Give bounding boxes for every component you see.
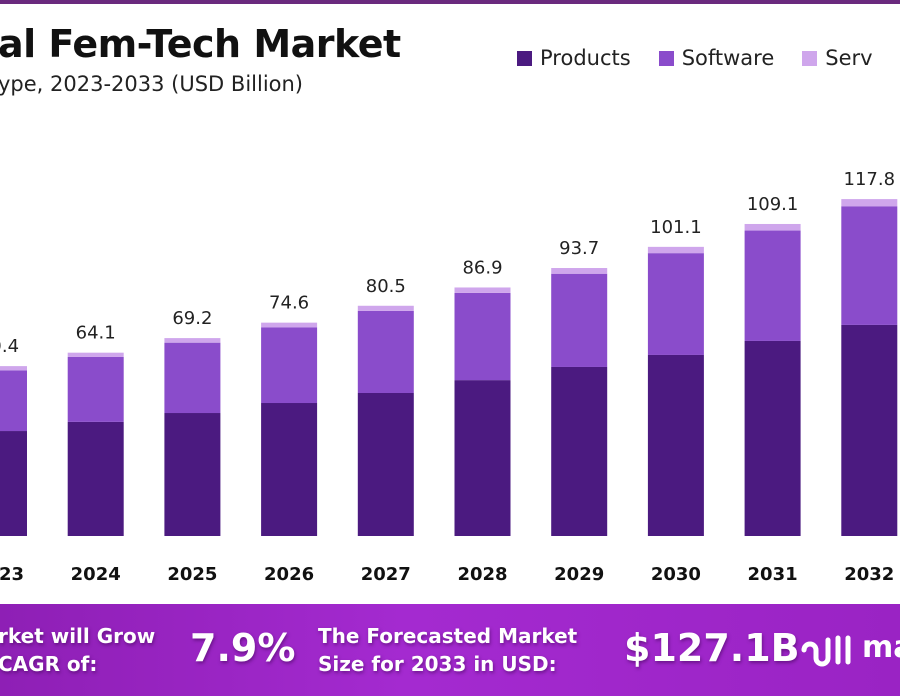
cagr-label-line2: CAGR of: (0, 652, 98, 676)
bar-serv-2028 (454, 287, 511, 293)
forecast-label-line2: Size for 2033 in USD: (318, 652, 557, 676)
bar-products-2031 (744, 340, 801, 536)
total-label-2027: 80.5 (366, 276, 406, 297)
total-label-2024: 64.1 (76, 323, 116, 344)
bar-software-2025 (164, 342, 221, 414)
total-label-2025: 69.2 (172, 308, 212, 329)
x-tick-2025: 2025 (167, 564, 217, 585)
bar-products-2023 (0, 431, 27, 536)
total-label-2032: 117.8 (844, 169, 896, 190)
bar-software-2026 (261, 327, 318, 404)
legend: Products Software Serv (517, 46, 900, 70)
legend-label: Software (681, 46, 775, 70)
forecast-label-line1: The Forecasted Market (318, 624, 578, 648)
bar-products-2025 (164, 413, 221, 536)
bar-serv-2025 (164, 338, 221, 343)
cagr-label: rket will Grow CAGR of: (0, 622, 155, 678)
total-label-2029: 93.7 (559, 238, 599, 259)
bar-chart: 59.4 2023 64.1 2024 69.2 2025 74.6 2026 80.5 2027… (0, 169, 898, 585)
bar-serv-2030 (647, 246, 704, 254)
legend-software: Software (658, 46, 775, 70)
cagr-value: 7.9% (190, 626, 296, 670)
legend-label: Products (540, 46, 631, 70)
bar-serv-2032 (841, 199, 898, 207)
bar-serv-2024 (67, 352, 124, 357)
total-label-2026: 74.6 (269, 293, 309, 314)
bar-software-2028 (454, 292, 511, 381)
chart-title: al Fem-Tech Market (0, 22, 401, 66)
x-tick-2028: 2028 (457, 564, 507, 585)
brand-logo-icon (801, 635, 851, 667)
legend-products: Products (517, 46, 631, 70)
bar-products-2028 (454, 380, 511, 536)
summary-banner: rket will Grow CAGR of: 7.9% The Forecast… (0, 604, 900, 696)
legend-swatch (517, 50, 532, 66)
bar-products-2032 (841, 324, 898, 536)
legend-services: Serv (802, 46, 873, 70)
forecast-label: The Forecasted Market Size for 2033 in US… (318, 622, 577, 678)
x-tick-2027: 2027 (361, 564, 411, 585)
cagr-label-line1: rket will Grow (0, 624, 156, 648)
total-label-2030: 101.1 (650, 217, 702, 238)
bar-serv-2029 (551, 268, 608, 274)
legend-label: Serv (825, 46, 873, 70)
bar-software-2030 (647, 253, 704, 355)
total-label-2031: 109.1 (747, 194, 799, 215)
bar-software-2029 (551, 273, 608, 367)
x-tick-2024: 2024 (71, 564, 121, 585)
bar-serv-2031 (744, 223, 801, 231)
bar-software-2024 (67, 356, 124, 422)
x-tick-2032: 2032 (844, 564, 894, 585)
bar-software-2032 (841, 206, 898, 325)
bar-products-2029 (551, 366, 608, 536)
chart-subtitle: ype, 2023-2033 (USD Billion) (0, 72, 304, 96)
x-tick-2026: 2026 (264, 564, 314, 585)
bar-products-2026 (261, 403, 318, 536)
x-tick-2030: 2030 (651, 564, 701, 585)
total-label-2023: 59.4 (0, 336, 19, 357)
bar-serv-2027 (357, 305, 414, 311)
x-tick-2031: 2031 (748, 564, 798, 585)
bar-software-2027 (357, 310, 414, 393)
legend-swatch (658, 50, 674, 66)
bar-software-2031 (744, 230, 801, 341)
bar-serv-2026 (261, 322, 318, 328)
bar-products-2024 (67, 421, 124, 536)
x-tick-2023: 2023 (0, 564, 24, 585)
top-border (0, 0, 900, 4)
bar-products-2030 (647, 354, 704, 536)
bar-products-2027 (357, 393, 414, 536)
bar-software-2023 (0, 370, 27, 432)
forecast-value: $127.1B (624, 626, 800, 670)
legend-swatch (802, 50, 818, 66)
total-label-2028: 86.9 (462, 257, 502, 278)
x-tick-2029: 2029 (554, 564, 604, 585)
brand-logo-text: ma (862, 630, 900, 665)
bar-serv-2023 (0, 366, 27, 371)
